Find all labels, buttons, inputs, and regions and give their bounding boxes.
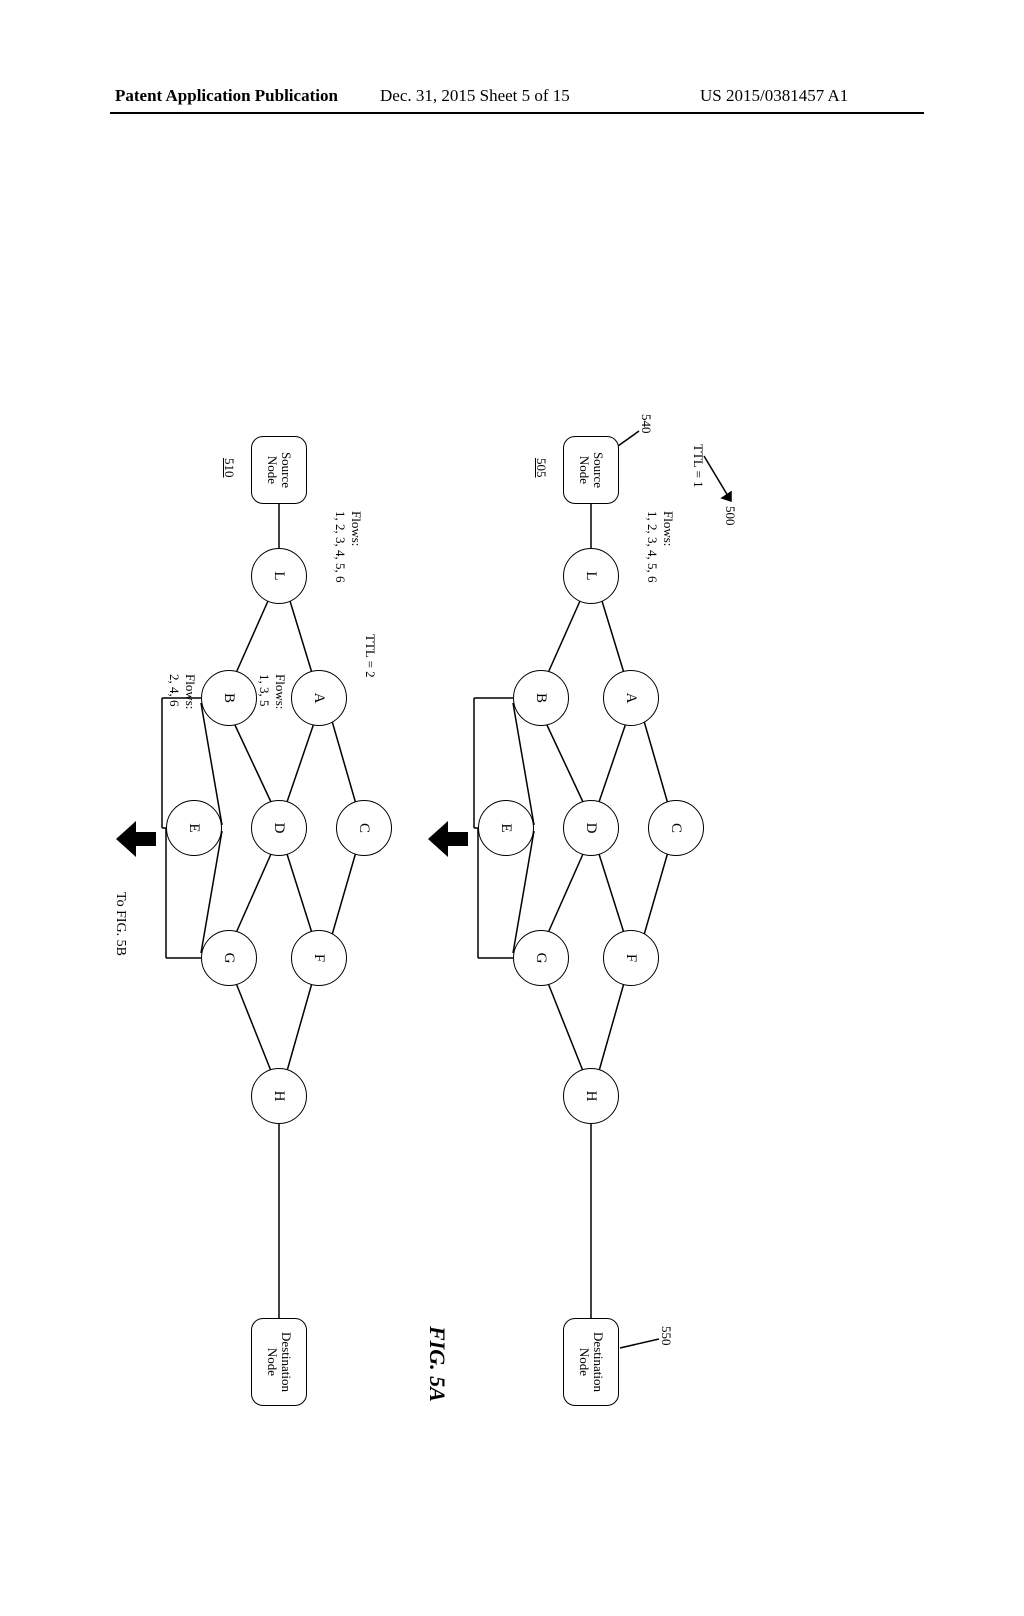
to-fig-link: To FIG. 5B — [112, 892, 128, 956]
ttl-bot: TTL = 2 — [362, 634, 378, 678]
node-H-bot: H — [251, 1068, 307, 1124]
flows-src-top: Flows: 1, 2, 3, 4, 5, 6 — [645, 511, 676, 583]
ttl-top: TTL = 1 — [690, 444, 706, 488]
page-header: Patent Application Publication Dec. 31, … — [0, 86, 1024, 114]
ref-540: 540 — [638, 414, 654, 434]
node-G-bot: G — [201, 930, 257, 986]
flows-b: Flows: 2, 4, 6 — [167, 674, 198, 709]
flows-a: Flows: 1, 3, 5 — [257, 674, 288, 709]
node-L-top: L — [563, 548, 619, 604]
source-node-top: Source Node — [563, 436, 619, 504]
figure-label: FIG. 5A — [424, 1326, 450, 1402]
ref-550: 550 — [658, 1326, 674, 1346]
page-sheet: Patent Application Publication Dec. 31, … — [0, 0, 1024, 1320]
node-C-bot: C — [336, 800, 392, 856]
node-G-top: G — [513, 930, 569, 986]
node-D-top: D — [563, 800, 619, 856]
diagram-edges — [0, 296, 1024, 1616]
node-H-top: H — [563, 1068, 619, 1124]
ref-510: 510 — [221, 458, 237, 478]
header-right: US 2015/0381457 A1 — [700, 86, 848, 106]
flows-src-bot: Flows: 1, 2, 3, 4, 5, 6 — [333, 511, 364, 583]
ref-500: 500 — [722, 506, 738, 526]
header-middle: Dec. 31, 2015 Sheet 5 of 15 — [380, 86, 570, 106]
node-L-bot: L — [251, 548, 307, 604]
header-rule — [110, 112, 924, 114]
node-E-top: E — [478, 800, 534, 856]
node-F-top: F — [603, 930, 659, 986]
node-B-bot: B — [201, 670, 257, 726]
node-A-top: A — [603, 670, 659, 726]
source-node-bot: Source Node — [251, 436, 307, 504]
figure-stage: Source Node Destination Node L A B C D E… — [0, 296, 1024, 1616]
dest-node-bot: Destination Node — [251, 1318, 307, 1406]
node-D-bot: D — [251, 800, 307, 856]
ref-505: 505 — [533, 458, 549, 478]
header-left: Patent Application Publication — [115, 86, 338, 106]
node-F-bot: F — [291, 930, 347, 986]
node-A-bot: A — [291, 670, 347, 726]
node-E-bot: E — [166, 800, 222, 856]
node-C-top: C — [648, 800, 704, 856]
node-B-top: B — [513, 670, 569, 726]
dest-node-top: Destination Node — [563, 1318, 619, 1406]
